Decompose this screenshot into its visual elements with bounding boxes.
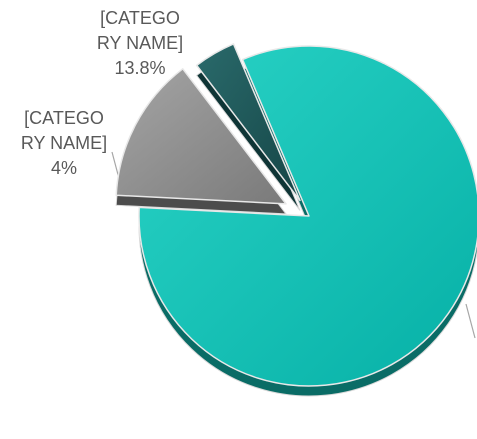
pie-slices bbox=[115, 43, 477, 387]
leader-line-0 bbox=[465, 303, 476, 339]
slice-label-2-line2: RY NAME] bbox=[20, 133, 108, 153]
slice-label-1: [CATEGO RY NAME] 13.8% bbox=[78, 6, 202, 81]
slice-label-2-pct: 4% bbox=[50, 158, 77, 178]
slice-label-2: [CATEGO RY NAME] 4% bbox=[4, 106, 124, 181]
slice-label-2-line1: [CATEGO bbox=[24, 108, 104, 128]
pie-slice-2 bbox=[195, 43, 301, 202]
slice-label-1-line1: [CATEGO bbox=[100, 8, 180, 28]
slice-label-1-line2: RY NAME] bbox=[96, 33, 184, 53]
pie-slice-0 bbox=[138, 45, 477, 387]
slice-label-1-pct: 13.8% bbox=[114, 58, 166, 78]
pie-slice-1 bbox=[115, 68, 287, 205]
